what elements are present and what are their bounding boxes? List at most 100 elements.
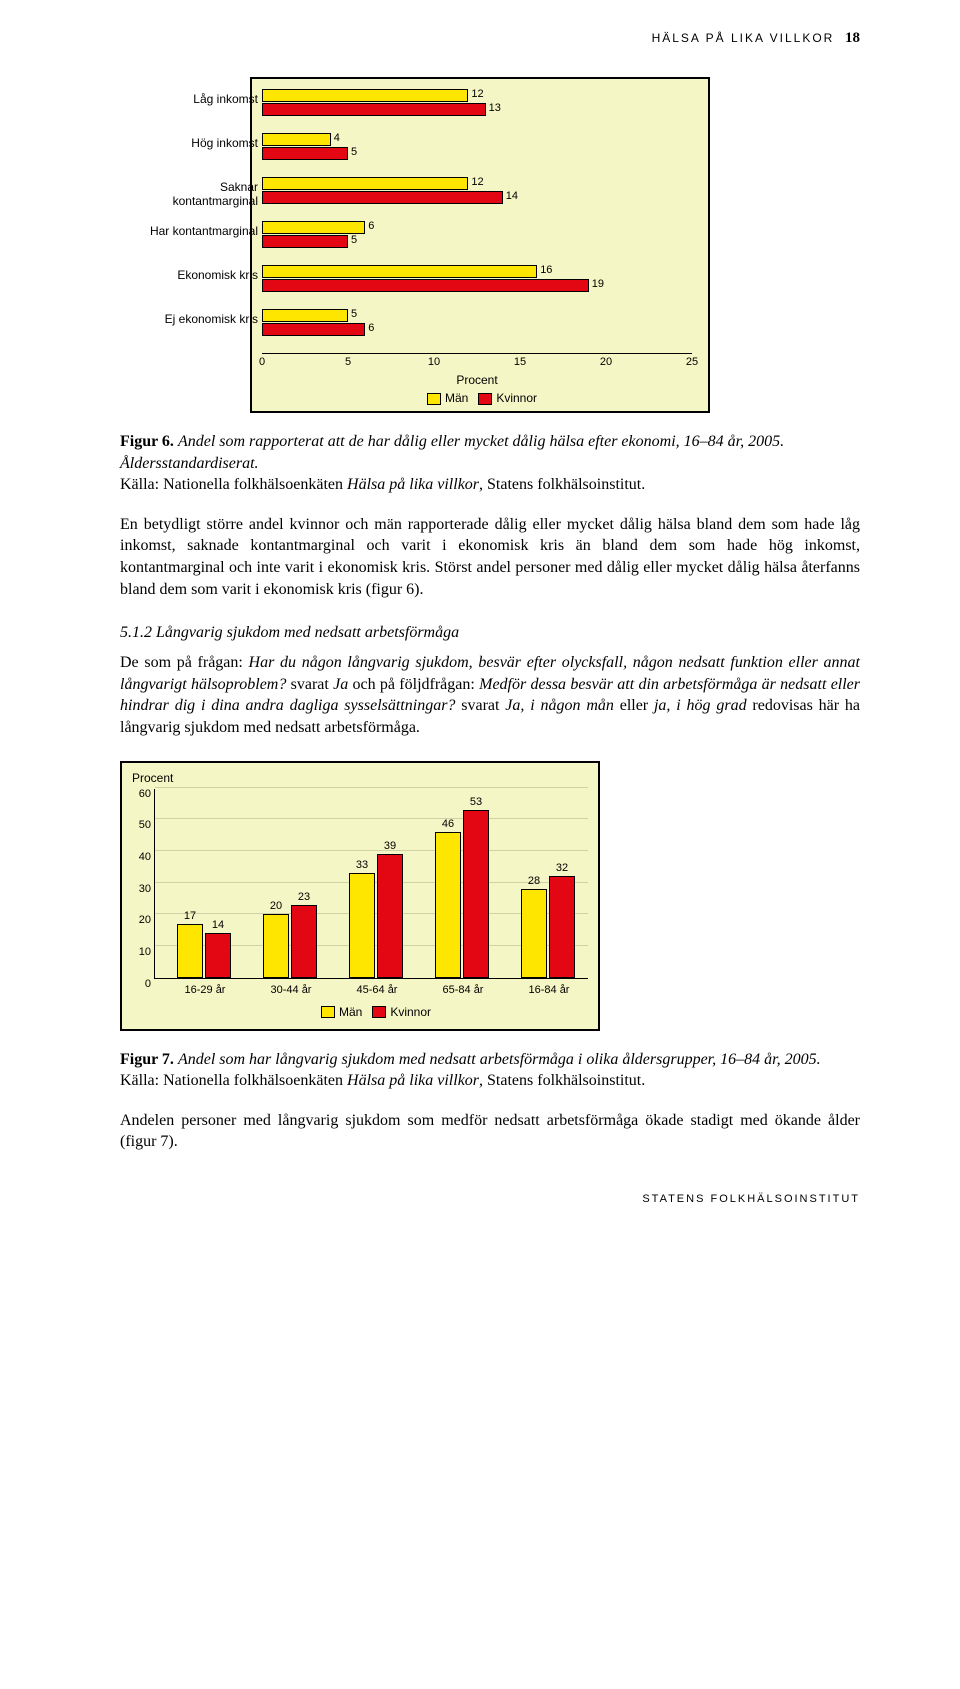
- chart1-container: Låg inkomst1213 Hög inkomst45Saknar konta…: [120, 77, 860, 413]
- figure6-source-title: Hälsa på lika villkor: [347, 476, 479, 493]
- legend-label: Män: [445, 391, 468, 405]
- vbar-women-value: 53: [463, 796, 489, 808]
- figure6-source-suffix: , Statens folkhälsoinstitut.: [479, 476, 645, 493]
- vbar-women-value: 39: [377, 840, 403, 852]
- ytick: 60: [131, 788, 151, 800]
- para2-mid1: svarat: [286, 676, 333, 693]
- paragraph-3: Andelen personer med långvarig sjukdom s…: [120, 1110, 860, 1153]
- hbar-women: [262, 147, 348, 160]
- chart2-legend: MänKvinnor: [154, 1005, 588, 1019]
- para2-mid4: eller: [614, 697, 654, 714]
- hbar-row: Hög inkomst45: [262, 133, 692, 171]
- hbar-men: [262, 89, 468, 102]
- chart1-xlabel: Procent: [262, 373, 692, 387]
- page-number: 18: [845, 30, 860, 46]
- page-header: HÄLSA PÅ LIKA VILLKOR 18: [120, 30, 860, 47]
- para2-pre: De som på frågan:: [120, 654, 249, 671]
- hbar-category-label: Låg inkomst: [132, 92, 258, 106]
- ygrid-line: [155, 787, 588, 788]
- chart2-ylabel: Procent: [132, 771, 588, 785]
- vbar-men-value: 46: [435, 818, 461, 830]
- legend-label: Kvinnor: [496, 391, 537, 405]
- hbar-women: [262, 191, 503, 204]
- vbar-category-label: 65-84 år: [427, 984, 499, 996]
- figure7-caption: Figur 7. Andel som har långvarig sjukdom…: [120, 1049, 860, 1092]
- ytick: 50: [131, 819, 151, 831]
- para2-mid2: och på följdfrågan:: [348, 676, 479, 693]
- hbar-category-label: Hög inkomst: [132, 136, 258, 150]
- vbar-category-label: 16-84 år: [513, 984, 585, 996]
- hbar-men: [262, 221, 365, 234]
- vbar-men-value: 28: [521, 875, 547, 887]
- legend-swatch: [427, 393, 441, 405]
- vbar-women: [463, 810, 489, 978]
- hbar-category-label: Ej ekonomisk kris: [132, 312, 258, 326]
- hbar-row: Låg inkomst1213: [262, 89, 692, 127]
- hbar-row: Har kontantmarginal65: [262, 221, 692, 259]
- paragraph-1: En betydligt större andel kvinnor och mä…: [120, 514, 860, 600]
- hbar-men: [262, 133, 331, 146]
- para2-mid3: svarat: [455, 697, 505, 714]
- figure7-label: Figur 7.: [120, 1051, 174, 1068]
- vbar-women-value: 23: [291, 891, 317, 903]
- legend-label: Män: [339, 1005, 362, 1019]
- hbar-women-value: 14: [506, 190, 518, 202]
- hbar-men: [262, 177, 468, 190]
- hbar-men-value: 12: [471, 88, 483, 100]
- xaxis-tick: 10: [428, 356, 440, 368]
- figure6-caption: Figur 6. Andel som rapporterat att de ha…: [120, 431, 860, 496]
- figure6-label: Figur 6.: [120, 433, 174, 450]
- vbar-men-value: 33: [349, 859, 375, 871]
- ygrid-line: [155, 818, 588, 819]
- xaxis-tick: 0: [259, 356, 265, 368]
- hbar-row: Saknar kontantmarginal1214: [262, 177, 692, 215]
- figure7-source-suffix: , Statens folkhälsoinstitut.: [479, 1072, 645, 1089]
- hbar-women-value: 5: [351, 146, 357, 158]
- xaxis-tick: 20: [600, 356, 612, 368]
- vbar-men: [349, 873, 375, 978]
- xaxis-tick: 25: [686, 356, 698, 368]
- figure6-source-prefix: Källa: Nationella folkhälsoenkäten: [120, 476, 347, 493]
- figure7-caption-text: Andel som har långvarig sjukdom med neds…: [178, 1051, 821, 1068]
- hbar-women-value: 5: [351, 234, 357, 246]
- figure7-source-prefix: Källa: Nationella folkhälsoenkäten: [120, 1072, 347, 1089]
- hbar-category-label: Saknar kontantmarginal: [132, 180, 258, 208]
- vbar-men-value: 17: [177, 910, 203, 922]
- vbar-men: [263, 914, 289, 977]
- page-footer: STATENS FOLKHÄLSOINSTITUT: [120, 1193, 860, 1205]
- hbar-men-value: 6: [368, 220, 374, 232]
- hbar-men: [262, 265, 537, 278]
- chart2-container: Procent0102030405060171416-29 år202330-4…: [120, 761, 600, 1031]
- hbar-women: [262, 279, 589, 292]
- vbar-men: [435, 832, 461, 978]
- hbar-men-value: 12: [471, 176, 483, 188]
- legend-swatch: [478, 393, 492, 405]
- hbar-women: [262, 235, 348, 248]
- hbar-women-value: 19: [592, 278, 604, 290]
- vbar-women-value: 32: [549, 862, 575, 874]
- legend-swatch: [372, 1006, 386, 1018]
- hbar-women: [262, 103, 486, 116]
- header-title: HÄLSA PÅ LIKA VILLKOR: [652, 31, 835, 45]
- para2-ja3: ja, i hög grad: [654, 697, 747, 714]
- ytick: 0: [131, 978, 151, 990]
- hbar-category-label: Ekonomisk kris: [132, 268, 258, 282]
- xaxis-tick: 15: [514, 356, 526, 368]
- hbar-women: [262, 323, 365, 336]
- vbar-women-value: 14: [205, 919, 231, 931]
- vbar-category-label: 45-64 år: [341, 984, 413, 996]
- vbar-women: [377, 854, 403, 978]
- hbar-row: Ekonomisk kris1619: [262, 265, 692, 303]
- vbar-men: [177, 924, 203, 978]
- paragraph-2: De som på frågan: Har du någon långvarig…: [120, 652, 860, 738]
- vbar-category-label: 16-29 år: [169, 984, 241, 996]
- xaxis-tick: 5: [345, 356, 351, 368]
- ytick: 30: [131, 883, 151, 895]
- ytick: 20: [131, 914, 151, 926]
- vbar-women: [291, 905, 317, 978]
- vbar-women: [205, 933, 231, 977]
- ytick: 10: [131, 946, 151, 958]
- hbar-women-value: 6: [368, 322, 374, 334]
- legend-swatch: [321, 1006, 335, 1018]
- figure6-caption-text: Andel som rapporterat att de har dålig e…: [120, 433, 784, 472]
